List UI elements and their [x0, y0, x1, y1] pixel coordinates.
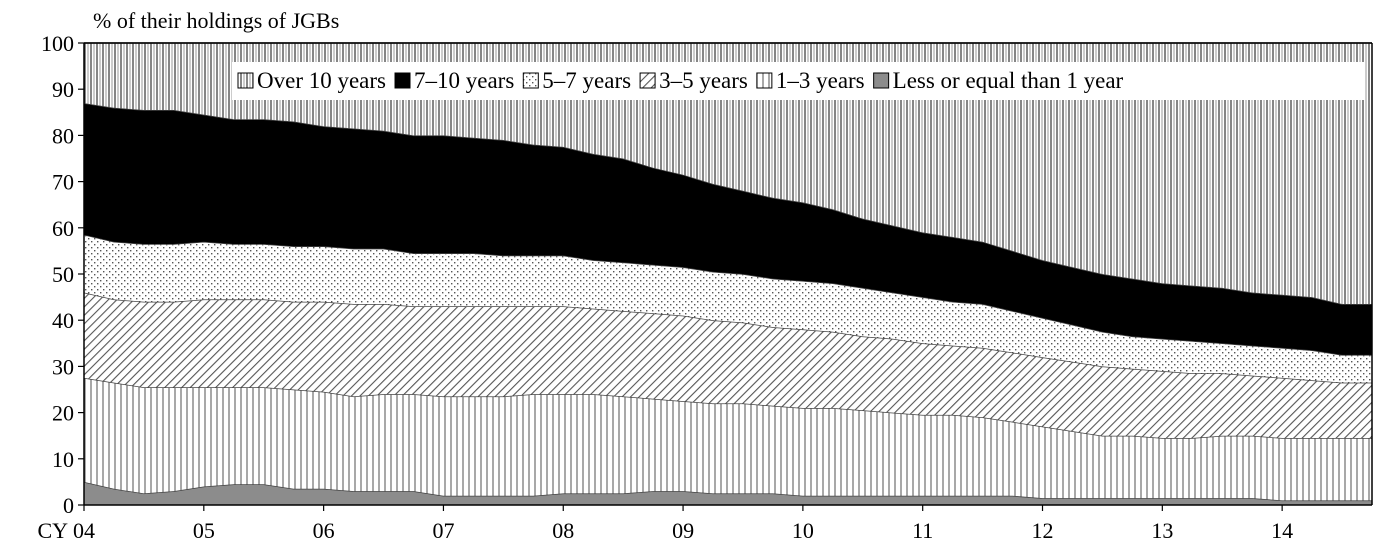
- legend-swatch-y3_5: [639, 72, 656, 89]
- y-tick-label: 40: [52, 308, 74, 333]
- area-y7_10: [84, 103, 1372, 355]
- y-tick-label: 0: [63, 493, 74, 518]
- legend-swatch-over10: [237, 72, 254, 89]
- area-over10: [84, 43, 1372, 304]
- x-tick-label: 09: [672, 518, 694, 543]
- x-tick-label: 06: [313, 518, 335, 543]
- legend-swatch-y1_3: [756, 72, 773, 89]
- x-tick-label: 04: [73, 518, 95, 543]
- legend-swatch-y7_10: [394, 72, 411, 89]
- area-y1_3: [84, 377, 1372, 501]
- y-tick-label: 70: [52, 170, 74, 195]
- legend: Over 10 years 7–10 years 5–7 years 3–5 year…: [232, 62, 1364, 100]
- y-tick-label: 100: [41, 31, 74, 56]
- y-tick-label: 20: [52, 401, 74, 426]
- y-tick-label: 80: [52, 123, 74, 148]
- x-tick-label: 05: [193, 518, 215, 543]
- area-y3_5: [84, 292, 1372, 438]
- legend-label-y5_7: 5–7 years: [542, 68, 631, 93]
- y-tick-label: 50: [52, 262, 74, 287]
- x-tick-label: 10: [792, 518, 814, 543]
- x-tick-label: 08: [552, 518, 574, 543]
- legend-label-le1: Less or equal than 1 year: [893, 68, 1124, 93]
- y-tick-label: 60: [52, 216, 74, 241]
- legend-swatch-le1: [873, 72, 890, 89]
- legend-label-y3_5: 3–5 years: [659, 68, 748, 93]
- y-axis: 0 10 20 30 40 50 60 70 80 90 100: [41, 31, 85, 518]
- x-axis-prefix: CY: [37, 518, 68, 543]
- x-axis: 04 05 06 07 08 09 10 11 12 13 14 CY: [37, 504, 1372, 543]
- x-tick-label: 12: [1032, 518, 1054, 543]
- y-axis-label: % of their holdings of JGBs: [93, 8, 339, 33]
- legend-label-y1_3: 1–3 years: [776, 68, 865, 93]
- y-tick-label: 30: [52, 354, 74, 379]
- legend-label-y7_10: 7–10 years: [414, 68, 514, 93]
- legend-label-over10: Over 10 years: [257, 68, 386, 93]
- plot-area: [83, 42, 1373, 505]
- legend-swatch-y5_7: [522, 72, 539, 89]
- y-tick-label: 90: [52, 77, 74, 102]
- area-y5_7: [84, 234, 1372, 383]
- x-tick-label: 13: [1151, 518, 1173, 543]
- x-tick-label: 14: [1271, 518, 1293, 543]
- y-tick-label: 10: [52, 447, 74, 472]
- x-tick-label: 11: [912, 518, 933, 543]
- x-tick-label: 07: [432, 518, 454, 543]
- legend-background: [232, 62, 1364, 100]
